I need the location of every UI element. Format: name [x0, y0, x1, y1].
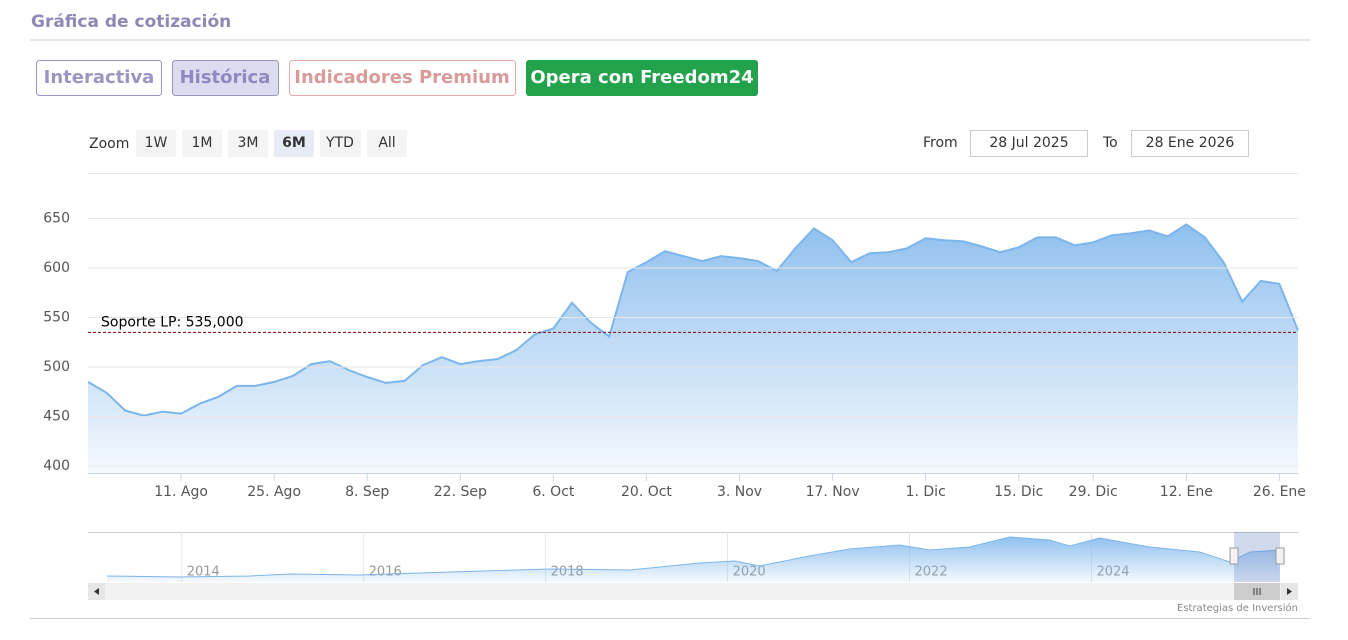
navigator-tick-label: 2014 — [187, 565, 220, 580]
x-tick-label: 26. Ene — [1253, 484, 1306, 500]
zoom-button[interactable] — [320, 130, 361, 157]
support-label: Soporte LP: 535,000 — [101, 314, 244, 330]
y-tick-label: 450 — [43, 409, 70, 425]
navigator-handle[interactable] — [1275, 547, 1285, 565]
zoom-button-label[interactable]: 6M — [282, 135, 306, 151]
to-date[interactable]: 28 Ene 2026 — [1146, 135, 1235, 151]
price-area — [88, 224, 1298, 473]
arrow-icon — [94, 588, 99, 595]
date-input[interactable] — [970, 130, 1088, 157]
x-tick-label: 8. Sep — [345, 484, 389, 500]
from-label: From — [923, 135, 958, 151]
arrow-icon — [1287, 588, 1292, 595]
y-tick-label: 500 — [43, 359, 70, 375]
zoom-button[interactable] — [228, 130, 268, 157]
tab[interactable] — [172, 60, 279, 96]
zoom-button-label[interactable]: All — [378, 135, 395, 151]
x-tick-label: 11. Ago — [154, 484, 208, 500]
zoom-button[interactable] — [367, 130, 407, 157]
x-tick-label: 17. Nov — [806, 484, 860, 500]
tab-label[interactable]: Opera con Freedom24 — [530, 67, 753, 88]
y-tick-label: 650 — [43, 211, 70, 227]
x-tick-label: 1. Dic — [906, 484, 946, 500]
y-tick-label: 600 — [43, 260, 70, 276]
scrollbar-track[interactable] — [88, 583, 1298, 600]
price-line — [87, 223, 1299, 417]
credit: Estrategias de Inversión — [1177, 602, 1298, 614]
zoom-label: Zoom — [89, 136, 129, 152]
navigator-handle[interactable] — [1229, 547, 1239, 565]
zoom-button-label[interactable]: 3M — [238, 135, 259, 151]
nav-area — [107, 537, 1280, 582]
tab[interactable] — [526, 60, 758, 96]
navigator-selection — [1234, 532, 1280, 582]
x-tick-label: 22. Sep — [434, 484, 487, 500]
zoom-button-label[interactable]: 1M — [192, 135, 213, 151]
tab[interactable] — [289, 60, 516, 96]
zoom-button-label[interactable]: 1W — [145, 135, 168, 151]
date-input[interactable] — [1131, 130, 1249, 157]
tab-label[interactable]: Indicadores Premium — [294, 67, 509, 88]
nav-line — [107, 536, 1280, 578]
x-tick-label: 29. Dic — [1069, 484, 1118, 500]
from-date[interactable]: 28 Jul 2025 — [989, 135, 1068, 151]
zoom-button-active[interactable] — [274, 130, 314, 157]
zoom-button-label[interactable]: YTD — [325, 135, 354, 151]
section-title: Gráfica de cotización — [31, 12, 231, 32]
tab-label[interactable]: Interactiva — [44, 67, 155, 88]
x-tick-label: 20. Oct — [621, 484, 672, 500]
x-tick-label: 3. Nov — [717, 484, 762, 500]
zoom-button[interactable] — [182, 130, 222, 157]
x-tick-label: 15. Dic — [994, 484, 1043, 500]
tab-label[interactable]: Histórica — [180, 67, 271, 88]
x-tick-label: 25. Ago — [247, 484, 301, 500]
x-tick-label: 6. Oct — [532, 484, 575, 500]
y-tick-label: 550 — [43, 310, 70, 326]
tab[interactable] — [36, 60, 162, 96]
y-tick-label: 400 — [43, 458, 70, 474]
to-label: To — [1102, 135, 1118, 151]
x-tick-label: 12. Ene — [1160, 484, 1213, 500]
zoom-button[interactable] — [136, 130, 176, 157]
